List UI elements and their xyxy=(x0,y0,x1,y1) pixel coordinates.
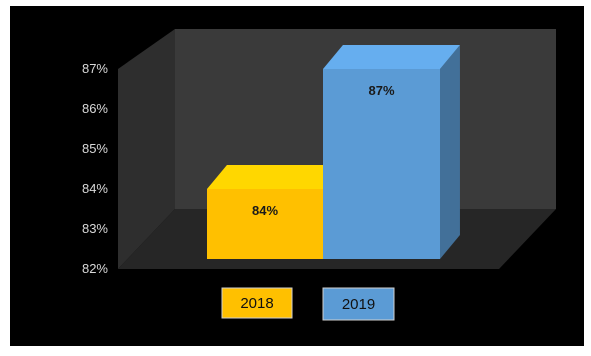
bar-2019: 87% xyxy=(323,45,460,259)
y-tick-label: 82% xyxy=(82,261,108,276)
bar-2018: 84% xyxy=(207,165,343,259)
y-tick-label: 87% xyxy=(82,61,108,76)
legend-swatch xyxy=(221,287,293,319)
legend-label: 2019 xyxy=(342,296,375,313)
data-label-2018: 84% xyxy=(252,203,278,218)
bar-front-2019 xyxy=(323,69,440,259)
bar-side-2019 xyxy=(440,45,460,259)
data-label-2019: 87% xyxy=(368,83,394,98)
y-tick-label: 86% xyxy=(82,101,108,116)
legend-item-2018: 2018 xyxy=(221,287,293,319)
side-wall xyxy=(118,29,175,269)
legend-swatch xyxy=(322,287,395,321)
legend: 2018 2019 xyxy=(221,287,395,321)
bar-front-2018 xyxy=(207,189,323,259)
legend-label: 2018 xyxy=(240,295,273,312)
y-axis: 82% 83% 84% 85% 86% 87% xyxy=(82,61,108,276)
legend-item-2019: 2019 xyxy=(322,287,395,321)
bar-top-2018 xyxy=(207,165,343,189)
y-tick-label: 83% xyxy=(82,221,108,236)
bar-top-2019 xyxy=(323,45,460,69)
y-tick-label: 84% xyxy=(82,181,108,196)
y-tick-label: 85% xyxy=(82,141,108,156)
bars: 84% 87% xyxy=(207,45,460,259)
